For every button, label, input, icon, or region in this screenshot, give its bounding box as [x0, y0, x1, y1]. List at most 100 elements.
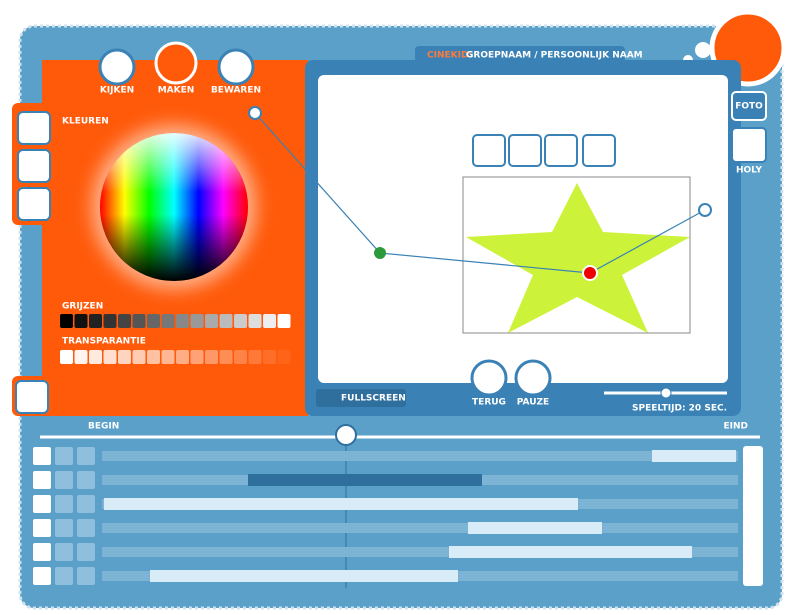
track-delete[interactable] — [55, 567, 73, 585]
playhead[interactable] — [335, 424, 357, 446]
track-delete[interactable] — [55, 519, 73, 537]
pause-label[interactable]: PAUZE — [517, 398, 549, 408]
alpha-swatch[interactable] — [277, 350, 291, 364]
track-move[interactable] — [77, 495, 95, 513]
track-bar[interactable] — [468, 522, 602, 534]
photo-label[interactable]: FOTO — [735, 102, 763, 112]
alpha-swatch[interactable] — [147, 350, 160, 364]
delete-tool[interactable] — [582, 134, 616, 167]
track-move[interactable] — [77, 447, 95, 465]
holy-button[interactable] — [731, 127, 767, 163]
track-delete[interactable] — [55, 471, 73, 489]
music-button[interactable] — [17, 149, 51, 183]
tab-label[interactable]: KIJKEN — [100, 86, 134, 96]
gray-swatch[interactable] — [205, 314, 218, 328]
tab-icon[interactable] — [154, 41, 198, 85]
alpha-swatch[interactable] — [132, 350, 146, 364]
track-icon[interactable] — [33, 447, 51, 465]
track-icon[interactable] — [33, 543, 51, 561]
gray-swatch[interactable] — [248, 314, 262, 328]
film-button[interactable] — [15, 380, 49, 414]
path-handle[interactable] — [248, 106, 262, 120]
fullscreen-button[interactable] — [316, 389, 406, 407]
track-delete[interactable] — [55, 447, 73, 465]
gray-swatch[interactable] — [132, 314, 146, 328]
text-button[interactable] — [17, 187, 51, 221]
project-title: GROEPNAAM / PERSOONLIJK NAAM — [466, 51, 643, 61]
track-move[interactable] — [77, 519, 95, 537]
tab-label[interactable]: BEWAREN — [211, 86, 261, 96]
alpha-swatch[interactable] — [234, 350, 247, 364]
alpha-swatch[interactable] — [161, 350, 175, 364]
alpha-swatch[interactable] — [205, 350, 218, 364]
track-bar[interactable] — [248, 474, 482, 486]
alpha-swatch[interactable] — [74, 350, 88, 364]
alpha-swatch[interactable] — [176, 350, 189, 364]
tab-icon[interactable] — [98, 48, 136, 86]
gray-swatch[interactable] — [147, 314, 160, 328]
tab-label[interactable]: MAKEN — [158, 86, 195, 96]
gray-swatch[interactable] — [263, 314, 276, 328]
fullscreen-label[interactable]: FULLSCREEN — [341, 394, 406, 404]
transparency-label: TRANSPARANTIE — [62, 337, 146, 347]
gray-swatch[interactable] — [190, 314, 204, 328]
track-lane — [102, 523, 738, 533]
scrollbar[interactable] — [743, 446, 763, 586]
stage — [318, 75, 728, 383]
alpha-swatch[interactable] — [219, 350, 233, 364]
track-icon[interactable] — [33, 495, 51, 513]
track-delete[interactable] — [55, 495, 73, 513]
alpha-swatch[interactable] — [60, 350, 73, 364]
gray-swatch[interactable] — [176, 314, 189, 328]
gray-swatch[interactable] — [219, 314, 233, 328]
header-tab — [415, 46, 625, 62]
volume-knob[interactable] — [660, 387, 672, 399]
brand: CINEKID: — [427, 51, 472, 61]
gray-swatch[interactable] — [118, 314, 131, 328]
grays-label: GRIJZEN — [62, 302, 103, 312]
photo-button[interactable] — [731, 91, 767, 121]
gray-swatch[interactable] — [74, 314, 88, 328]
track-delete[interactable] — [55, 543, 73, 561]
gray-swatch[interactable] — [161, 314, 175, 328]
gray-swatch[interactable] — [60, 314, 73, 328]
track-bar[interactable] — [449, 546, 692, 558]
track-move[interactable] — [77, 471, 95, 489]
alpha-swatch[interactable] — [190, 350, 204, 364]
gray-swatch[interactable] — [277, 314, 291, 328]
path-handle[interactable] — [698, 203, 712, 217]
motion-path — [254, 112, 706, 274]
alpha-swatch[interactable] — [118, 350, 131, 364]
tab-icon[interactable] — [217, 48, 255, 86]
back-button[interactable] — [470, 359, 508, 397]
alpha-swatch[interactable] — [103, 350, 117, 364]
alpha-swatch[interactable] — [89, 350, 102, 364]
star-shape[interactable] — [466, 183, 690, 333]
path-end[interactable] — [582, 265, 598, 281]
track-bar[interactable] — [652, 450, 736, 462]
track-bar[interactable] — [150, 570, 458, 582]
track-icon[interactable] — [33, 567, 51, 585]
gray-swatch[interactable] — [234, 314, 247, 328]
track-bar[interactable] — [104, 498, 578, 510]
track-lane — [102, 451, 738, 461]
alpha-swatch[interactable] — [263, 350, 276, 364]
track-icon[interactable] — [33, 519, 51, 537]
color-tool[interactable] — [472, 134, 506, 167]
path-start[interactable] — [374, 247, 386, 259]
back-label[interactable]: TERUG — [472, 398, 506, 408]
stage-toolbar — [472, 134, 616, 167]
bubble — [695, 42, 711, 58]
track-move[interactable] — [77, 567, 95, 585]
track-move[interactable] — [77, 543, 95, 561]
track-icon[interactable] — [33, 471, 51, 489]
gray-swatch[interactable] — [103, 314, 117, 328]
cut-tool[interactable] — [508, 134, 542, 167]
color-wheel[interactable] — [100, 133, 248, 281]
spiral-tool[interactable] — [544, 134, 578, 167]
pause-button[interactable] — [514, 359, 552, 397]
camera-button[interactable] — [17, 111, 51, 145]
gray-swatch[interactable] — [89, 314, 102, 328]
alpha-swatch[interactable] — [248, 350, 262, 364]
swatches — [60, 314, 291, 364]
